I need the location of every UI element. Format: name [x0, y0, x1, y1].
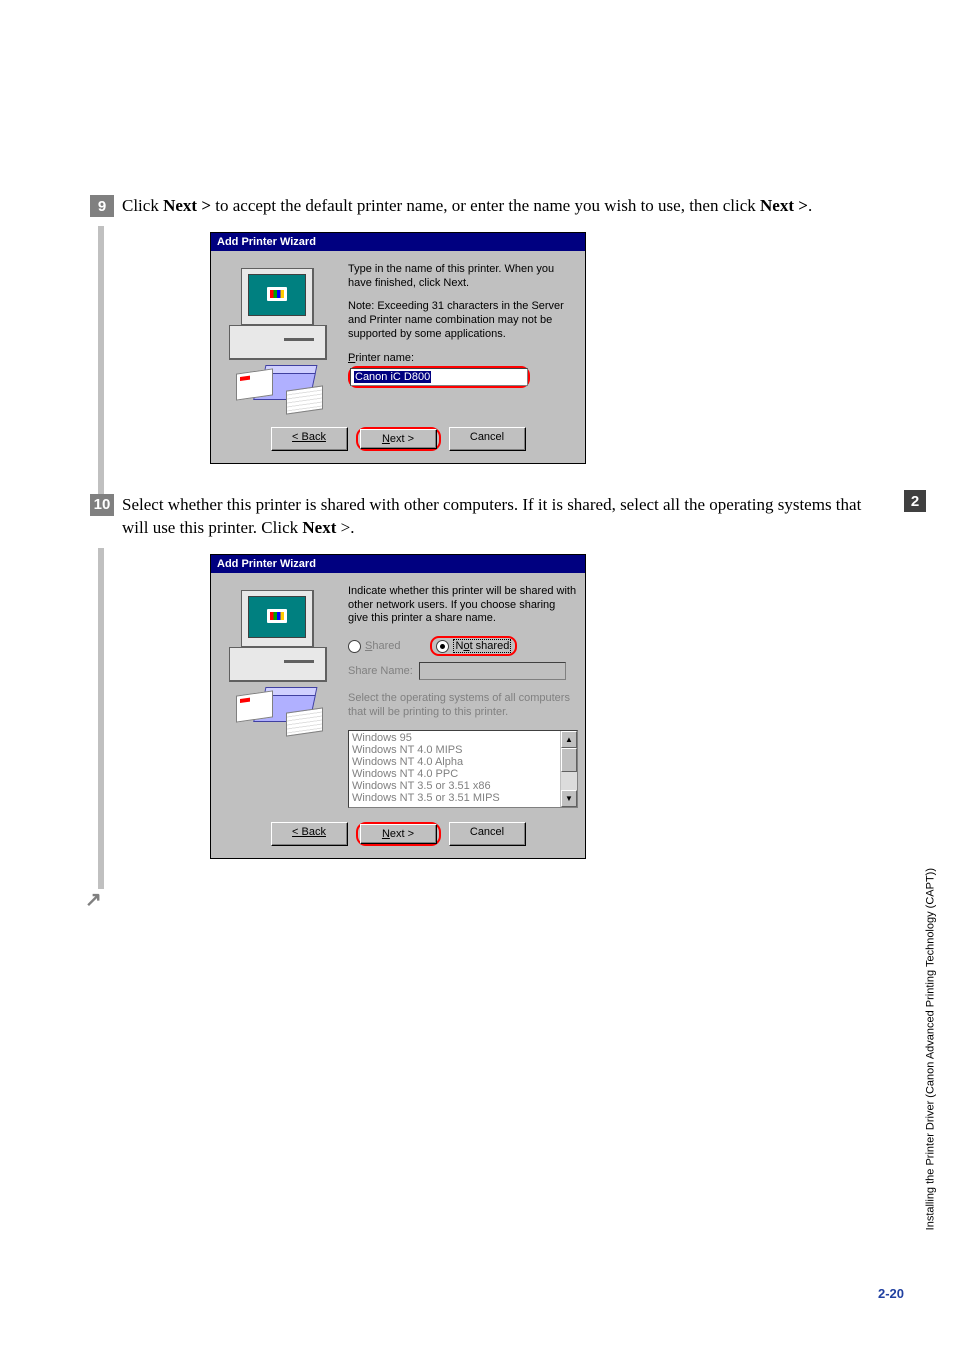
next-button-2-highlight: Next > — [356, 822, 441, 846]
next-button-2[interactable]: Next > — [360, 824, 437, 844]
dialog-1-intro: Type in the name of this printer. When y… — [348, 263, 575, 291]
step-number-10: 10 — [90, 494, 114, 516]
dialog-1-title: Add Printer Wizard — [211, 233, 585, 251]
share-name-row: Share Name: — [348, 662, 578, 680]
select-os-text: Select the operating systems of all comp… — [348, 692, 578, 720]
back-button[interactable]: < Back — [271, 427, 348, 451]
share-radio-row: Shared Not shared — [348, 636, 578, 656]
chapter-tab: 2 — [904, 490, 926, 512]
cancel-button[interactable]: Cancel — [449, 427, 526, 451]
content-area: ↗ 9 Click Next > to accept the default p… — [90, 195, 870, 889]
side-label: Installing the Printer Driver (Canon Adv… — [924, 868, 936, 1230]
list-item[interactable]: Windows NT 4.0 Alpha — [352, 756, 557, 768]
add-printer-wizard-dialog-2: Add Printer Wizard — [210, 554, 586, 859]
step-9-text: Click Next > to accept the default print… — [122, 195, 812, 218]
step-10-content: Add Printer Wizard — [90, 548, 870, 889]
shared-radio[interactable]: Shared — [348, 640, 400, 653]
printer-icon-2 — [236, 685, 321, 730]
list-item[interactable]: Windows NT 4.0 PPC — [352, 768, 557, 780]
step-number-9: 9 — [90, 195, 114, 217]
back-button-2[interactable]: < Back — [271, 822, 348, 846]
computer-base-icon — [229, 325, 327, 360]
scroll-down-icon[interactable]: ▼ — [561, 790, 577, 807]
wizard-image-2 — [221, 585, 336, 735]
step-10-row: 10 Select whether this printer is shared… — [90, 494, 870, 540]
scrollbar[interactable]: ▲ ▼ — [560, 731, 577, 807]
dialog-1-note: Note: Exceeding 31 characters in the Ser… — [348, 300, 575, 341]
dialog-2-container: Add Printer Wizard — [210, 554, 586, 859]
os-listbox[interactable]: Windows 95 Windows NT 4.0 MIPS Windows N… — [348, 730, 578, 808]
share-name-input — [419, 662, 566, 680]
printer-name-label: Printer name: — [348, 352, 575, 364]
dialog-1-container: Add Printer Wizard — [210, 232, 586, 464]
scroll-thumb[interactable] — [561, 748, 577, 772]
cancel-button-2[interactable]: Cancel — [449, 822, 526, 846]
os-list-items: Windows 95 Windows NT 4.0 MIPS Windows N… — [349, 731, 560, 807]
printer-icon — [236, 363, 321, 408]
next-button[interactable]: Next > — [360, 429, 437, 449]
scroll-up-icon[interactable]: ▲ — [561, 731, 577, 748]
not-shared-highlight: Not shared — [430, 636, 517, 656]
next-button-highlight: Next > — [356, 427, 441, 451]
page-number: 2-20 — [878, 1286, 904, 1301]
step-bar-2 — [98, 548, 104, 889]
share-name-label: Share Name: — [348, 665, 413, 677]
add-printer-wizard-dialog-1: Add Printer Wizard — [210, 232, 586, 464]
monitor-icon-2 — [241, 590, 314, 648]
printer-name-input[interactable]: Canon iC D800 — [350, 368, 528, 386]
step-bar — [98, 226, 104, 494]
dialog-2-intro: Indicate whether this printer will be sh… — [348, 585, 578, 626]
continuation-arrow-icon: ↗ — [85, 887, 102, 912]
list-item[interactable]: Windows NT 4.0 MIPS — [352, 744, 557, 756]
step-10-text: Select whether this printer is shared wi… — [122, 494, 870, 540]
step-9-row: 9 Click Next > to accept the default pri… — [90, 195, 870, 218]
computer-base-icon-2 — [229, 647, 327, 682]
list-item[interactable]: Windows NT 3.5 or 3.51 MIPS — [352, 792, 557, 804]
printer-name-highlight: Canon iC D800 — [348, 366, 530, 388]
dialog-2-title: Add Printer Wizard — [211, 555, 585, 573]
step-9-content: Add Printer Wizard — [90, 226, 870, 494]
not-shared-radio[interactable]: Not shared — [436, 639, 511, 653]
wizard-image-1 — [221, 263, 336, 413]
monitor-icon — [241, 268, 314, 326]
list-item[interactable]: Windows NT 3.5 or 3.51 x86 — [352, 780, 557, 792]
list-item[interactable]: Windows 95 — [352, 732, 557, 744]
